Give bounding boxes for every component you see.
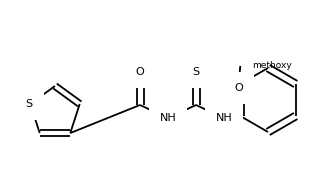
Text: O: O — [234, 83, 243, 93]
Text: methoxy: methoxy — [252, 61, 292, 71]
Text: S: S — [26, 99, 33, 109]
Text: S: S — [192, 67, 200, 77]
Text: NH: NH — [216, 113, 232, 123]
Text: NH: NH — [160, 113, 176, 123]
Text: O: O — [136, 67, 144, 77]
